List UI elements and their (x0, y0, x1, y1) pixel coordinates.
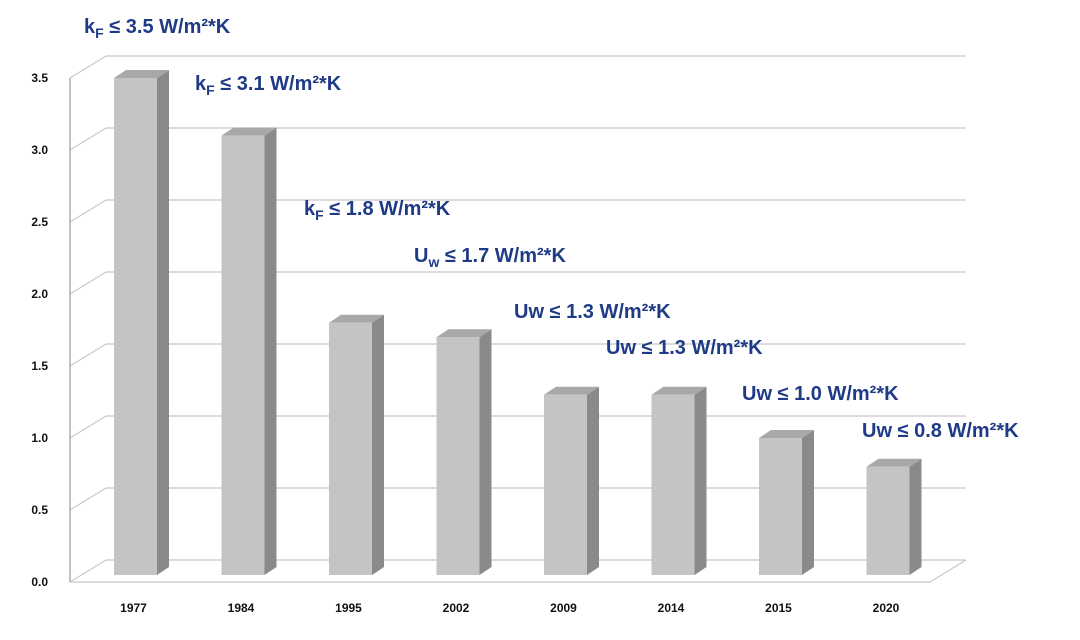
y-axis: 0.0 0.5 1.0 1.5 2.0 2.5 3.0 3.5 (31, 71, 71, 589)
bar (221, 127, 277, 575)
annotation-label: Uw ≤ 0.8 W/m²*K (862, 420, 1019, 442)
bars (114, 70, 922, 575)
annotation-label: kF ≤ 3.1 W/m²*K (195, 73, 342, 98)
chart-walls (106, 56, 966, 560)
bar-front (221, 135, 265, 575)
bar-front (759, 438, 802, 575)
y-tick-label: 3.5 (31, 71, 48, 85)
bar-top (651, 386, 707, 395)
x-tick-label: 2020 (873, 601, 900, 615)
bar-top (436, 329, 492, 338)
annotation-label: Uw ≤ 1.7 W/m²*K (414, 245, 566, 270)
bar (436, 329, 492, 575)
y-tick-label: 1.0 (31, 431, 48, 445)
annotation-label: Uw ≤ 1.3 W/m²*K (606, 337, 763, 359)
gridline (69, 559, 966, 583)
annotation-label: Uw ≤ 1.3 W/m²*K (514, 301, 671, 323)
annotation-label: kF ≤ 3.5 W/m²*K (84, 16, 231, 41)
bar-side (694, 386, 707, 575)
annotation-label: kF ≤ 1.8 W/m²*K (304, 198, 451, 223)
floor-edge (70, 559, 967, 583)
bar-side (264, 127, 277, 575)
bar-front (544, 394, 587, 575)
x-tick-label: 1977 (120, 601, 147, 615)
y-tick-label: 3.0 (31, 143, 48, 157)
gridline (69, 55, 966, 79)
bar (114, 70, 169, 575)
bar-front (866, 466, 910, 575)
x-tick-label: 2014 (658, 601, 685, 615)
x-tick-label: 2002 (443, 601, 470, 615)
bar-top (866, 458, 922, 467)
bar (651, 386, 707, 575)
x-tick-label: 1995 (335, 601, 362, 615)
gridline (69, 127, 966, 151)
gridline (69, 271, 966, 295)
bar-side (479, 329, 492, 575)
bar-side (587, 386, 599, 575)
bar-top (114, 70, 169, 78)
bar-side (157, 70, 169, 575)
y-tick-label: 0.5 (31, 503, 48, 517)
bar-side (802, 430, 814, 575)
bar-side (909, 458, 922, 575)
bar-front (114, 78, 157, 575)
y-tick-label: 2.5 (31, 215, 48, 229)
gridline (69, 343, 966, 367)
x-tick-label: 2009 (550, 601, 577, 615)
back-wall (106, 56, 966, 560)
bar-top (759, 430, 814, 438)
bar-front (329, 322, 372, 575)
x-tick-label: 2015 (765, 601, 792, 615)
bar (866, 458, 922, 575)
annotations: kF ≤ 3.5 W/m²*K kF ≤ 3.1 W/m²*K kF ≤ 1.8 W… (84, 16, 1019, 442)
bar-top (329, 314, 384, 323)
bar (759, 430, 814, 575)
bar (329, 314, 384, 575)
x-tick-label: 1984 (228, 601, 255, 615)
bar-top (544, 386, 599, 395)
bar-top (221, 127, 277, 136)
bar-front (651, 394, 695, 575)
bar-front (436, 337, 480, 575)
gridline (69, 199, 966, 223)
annotation-label: Uw ≤ 1.0 W/m²*K (742, 383, 899, 405)
y-tick-label: 2.0 (31, 287, 48, 301)
bar (544, 386, 599, 575)
bar-side (372, 314, 384, 575)
y-tick-label: 0.0 (31, 575, 48, 589)
y-tick-label: 1.5 (31, 359, 48, 373)
x-axis-labels: 1977 1984 1995 2002 2009 2014 2015 2020 (120, 601, 900, 615)
